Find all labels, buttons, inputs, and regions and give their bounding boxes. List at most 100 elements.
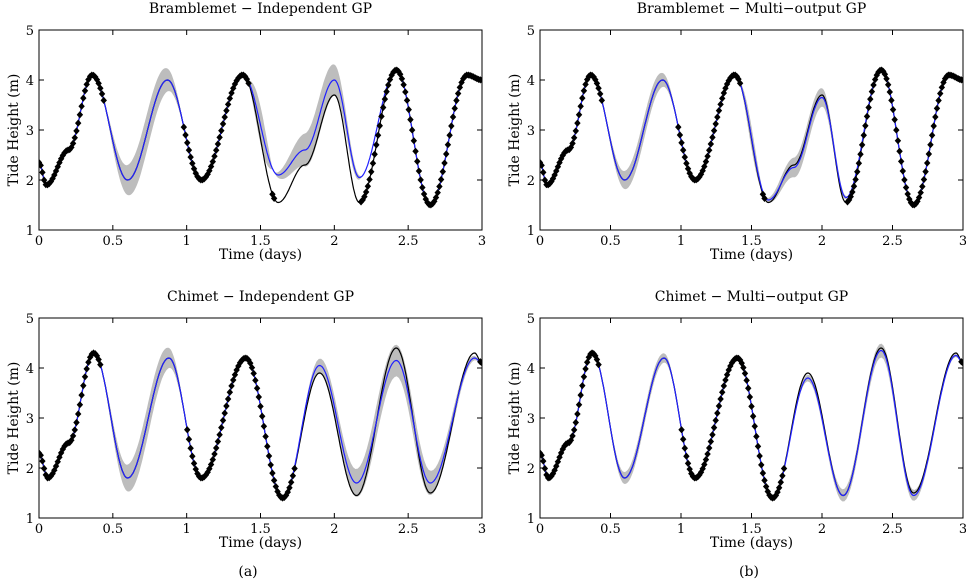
observation-marker [917,188,924,197]
observation-marker [709,431,716,439]
observation-marker [202,471,210,479]
observation-marker [257,402,264,410]
observation-marker [925,150,933,158]
observation-marker [364,182,372,190]
observation-marker [415,167,423,175]
observation-marker [381,95,389,103]
y-axis-label: Tide Height (m) [6,74,22,187]
x-tick-label: 3 [959,522,966,537]
observation-marker [566,145,573,154]
observation-marker [226,388,234,396]
x-tick-label: 1.5 [250,234,271,249]
observation-marker [575,401,583,409]
observation-marker [569,432,576,440]
observation-marker [706,146,713,154]
observation-marker [704,450,711,458]
observation-marker [78,391,85,399]
x-tick-label: 0 [536,522,544,537]
observation-marker [540,451,545,459]
observation-marker [580,373,588,381]
observation-marker [540,457,547,465]
observation-marker [761,476,768,484]
observation-marker [184,139,191,147]
x-tick-label: 1 [183,522,191,537]
observation-marker [40,464,48,473]
observation-marker [180,123,188,131]
observation-marker [753,432,760,441]
observation-marker [553,462,560,470]
observation-marker [920,175,928,184]
observation-marker [187,444,194,452]
observation-marker [214,437,222,446]
panel-chimet-multi-output: 0 0.5 1 1.5 2 2.5 3 1 2 3 4 5 Chimet − Multi−output … [507,289,966,551]
observation-marker [862,122,869,130]
observation-marker [223,106,230,115]
observation-marker [959,359,963,367]
observation-marker [83,80,90,89]
observation-marker [221,113,228,121]
observation-marker [582,365,589,373]
observation-marker [891,116,898,124]
observation-marker [706,444,713,452]
panel-bramblemet-independent: 0 0.5 1 1.5 2 2.5 3 1 2 3 4 5 Bramblemet − Independe… [6,1,486,263]
observation-marker [289,472,297,480]
observation-marker [699,167,706,175]
observation-marker [286,484,293,492]
observation-marker [736,356,744,364]
observation-marker [182,131,189,139]
observation-marker [710,127,718,135]
observation-marker [368,168,375,176]
observation-marker [849,188,856,196]
observation-marker [915,193,923,202]
observation-marker [73,127,80,135]
observation-marker [419,183,426,192]
observation-marker [209,455,216,464]
observation-marker [699,465,706,473]
x-axis-label: Time (days) [710,535,793,551]
observation-marker [74,410,82,418]
y-axis-label: Tide Height (m) [507,74,523,187]
x-tick-label: 1.5 [250,522,271,537]
observation-marker [681,444,688,452]
prediction-line [39,69,482,206]
observation-marker [850,182,858,190]
observation-marker [187,153,194,161]
observation-marker [928,131,936,139]
observation-marker [218,424,225,432]
observation-marker [385,81,392,89]
observation-marker [712,120,719,128]
x-tick-label: 2 [818,522,826,537]
observation-marker [930,122,937,130]
observation-marker [580,87,588,95]
observation-marker [904,190,911,198]
x-tick-label: 2.5 [398,522,419,537]
observation-marker [444,141,452,149]
observation-marker [919,182,926,191]
observation-marker [451,104,458,113]
observation-marker [938,83,946,92]
observation-marker [446,131,453,139]
x-tick-label: 0.5 [600,234,621,249]
observation-marker [85,75,92,84]
observation-marker [577,102,584,110]
observation-marker [725,366,732,374]
observation-marker [868,88,876,96]
observation-marker [437,175,445,184]
observation-marker [95,79,102,88]
observation-marker [184,426,191,434]
observation-marker [371,150,378,158]
observation-marker [236,359,244,367]
observation-marker [746,393,754,401]
observation-marker [250,369,257,378]
x-tick-label: 2.5 [398,234,419,249]
observation-marker [720,89,728,97]
observation-marker [577,391,584,399]
observation-marker [707,437,715,446]
observation-marker [253,384,261,392]
observation-marker [579,382,586,390]
observation-marker [412,147,419,155]
observation-marker [559,151,566,159]
observation-marker [754,442,762,450]
observation-marker [579,94,586,102]
